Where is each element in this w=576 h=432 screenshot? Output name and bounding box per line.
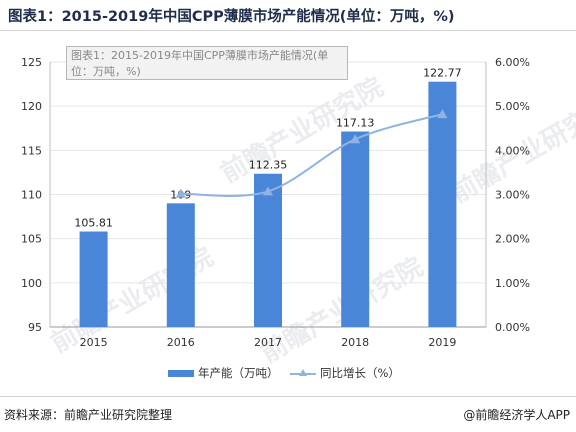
y-left-tick-label: 125	[21, 56, 42, 69]
bar-value-label: 117.13	[336, 117, 375, 130]
bar-value-label: 122.77	[423, 67, 462, 80]
legend-label-growth: 同比增长（%）	[320, 366, 400, 380]
y-right-tick-label: 5.00%	[495, 100, 530, 113]
y-left-tick-label: 105	[21, 233, 42, 246]
y-left-tick-label: 95	[28, 321, 42, 334]
x-tick-label: 2016	[167, 336, 195, 349]
chart-tooltip: 图表1：2015-2019年中国CPP薄膜市场产能情况(单 位：万吨，%)	[66, 46, 348, 80]
growth-point-marker	[263, 186, 273, 196]
growth-point-marker	[437, 109, 448, 119]
legend-item-capacity[interactable]: 年产能（万吨）	[168, 365, 279, 381]
tooltip-line-1: 图表1：2015-2019年中国CPP薄膜市场产能情况(单	[71, 49, 329, 62]
y-left-tick-label: 115	[21, 144, 42, 157]
bar	[254, 173, 282, 327]
y-right-tick-label: 4.00%	[495, 144, 530, 157]
y-left-tick-label: 120	[21, 100, 42, 113]
y-right-tick-label: 2.00%	[495, 233, 530, 246]
bar-swatch-icon	[168, 370, 194, 377]
bar-value-label: 105.81	[74, 217, 113, 230]
bar	[428, 81, 457, 327]
bar-value-label: 112.35	[249, 159, 288, 172]
growth-point-marker	[175, 188, 186, 198]
y-right-tick-label: 6.00%	[495, 56, 530, 69]
bar	[166, 203, 195, 327]
y-right-tick-label: 0.00%	[495, 321, 530, 334]
y-left-tick-label: 110	[21, 189, 42, 202]
x-tick-label: 2018	[341, 336, 369, 349]
bar	[341, 131, 370, 327]
legend-item-growth[interactable]: 同比增长（%）	[290, 365, 400, 381]
triangle-line-swatch-icon	[290, 368, 316, 379]
y-right-tick-label: 3.00%	[495, 189, 530, 202]
credit-note: @前瞻经济学人APP	[463, 408, 570, 422]
title-divider	[0, 30, 576, 31]
y-left-tick-label: 100	[21, 277, 42, 290]
growth-line	[180, 113, 443, 197]
footer-divider	[0, 396, 576, 397]
chart-legend: 年产能（万吨） 同比增长（%）	[0, 365, 576, 381]
x-tick-label: 2017	[254, 336, 282, 349]
x-tick-label: 2015	[80, 336, 108, 349]
growth-point-marker	[350, 134, 361, 144]
legend-label-capacity: 年产能（万吨）	[198, 366, 279, 380]
x-tick-label: 2019	[428, 336, 456, 349]
y-right-tick-label: 1.00%	[495, 277, 530, 290]
chart-title: 图表1：2015-2019年中国CPP薄膜市场产能情况(单位：万吨，%)	[8, 9, 455, 25]
tooltip-line-2: 位：万吨，%)	[71, 65, 141, 78]
source-note: 资料来源：前瞻产业研究院整理	[4, 408, 173, 422]
bar	[79, 231, 108, 327]
